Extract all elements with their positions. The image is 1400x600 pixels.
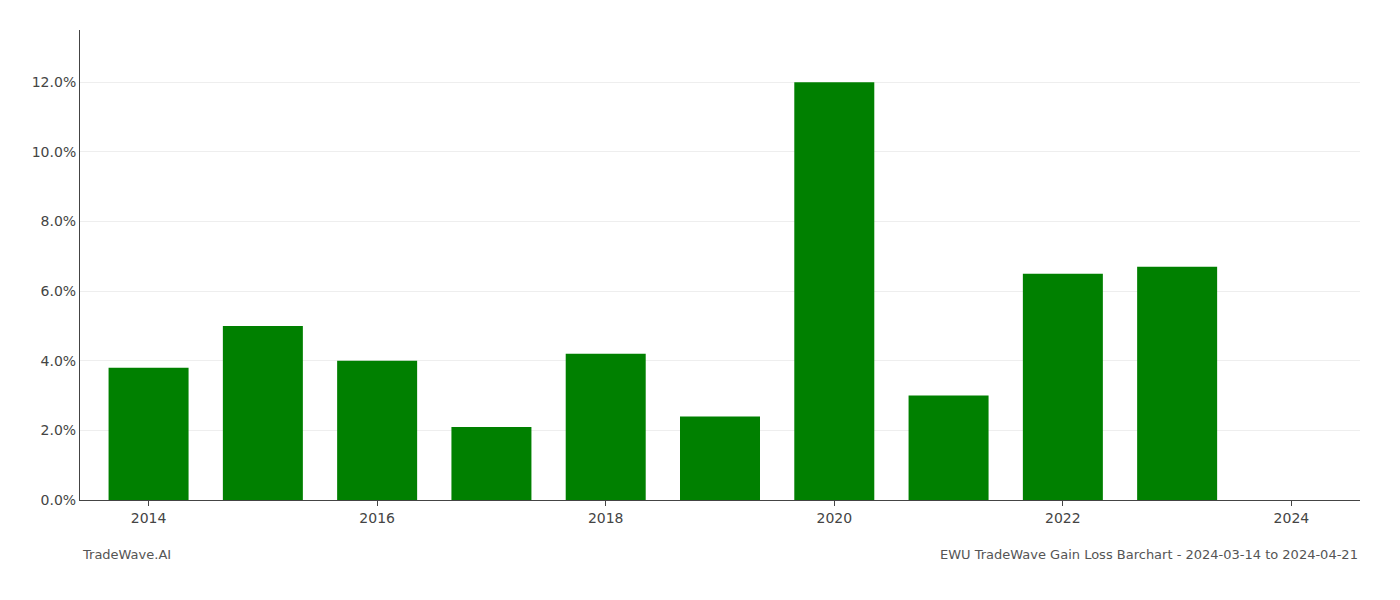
svg-text:2.0%: 2.0% — [41, 422, 77, 438]
svg-text:6.0%: 6.0% — [41, 283, 77, 299]
svg-text:EWU TradeWave Gain Loss Barcha: EWU TradeWave Gain Loss Barchart - 2024-… — [940, 547, 1358, 562]
svg-text:4.0%: 4.0% — [41, 353, 77, 369]
svg-text:8.0%: 8.0% — [41, 213, 77, 229]
svg-text:2018: 2018 — [588, 510, 624, 526]
svg-text:12.0%: 12.0% — [32, 74, 76, 90]
svg-text:2020: 2020 — [816, 510, 852, 526]
svg-text:0.0%: 0.0% — [41, 492, 77, 508]
svg-text:2024: 2024 — [1274, 510, 1310, 526]
svg-text:10.0%: 10.0% — [32, 144, 76, 160]
svg-text:TradeWave.AI: TradeWave.AI — [82, 547, 171, 562]
svg-text:2022: 2022 — [1045, 510, 1081, 526]
svg-text:2016: 2016 — [359, 510, 395, 526]
svg-text:2014: 2014 — [131, 510, 167, 526]
